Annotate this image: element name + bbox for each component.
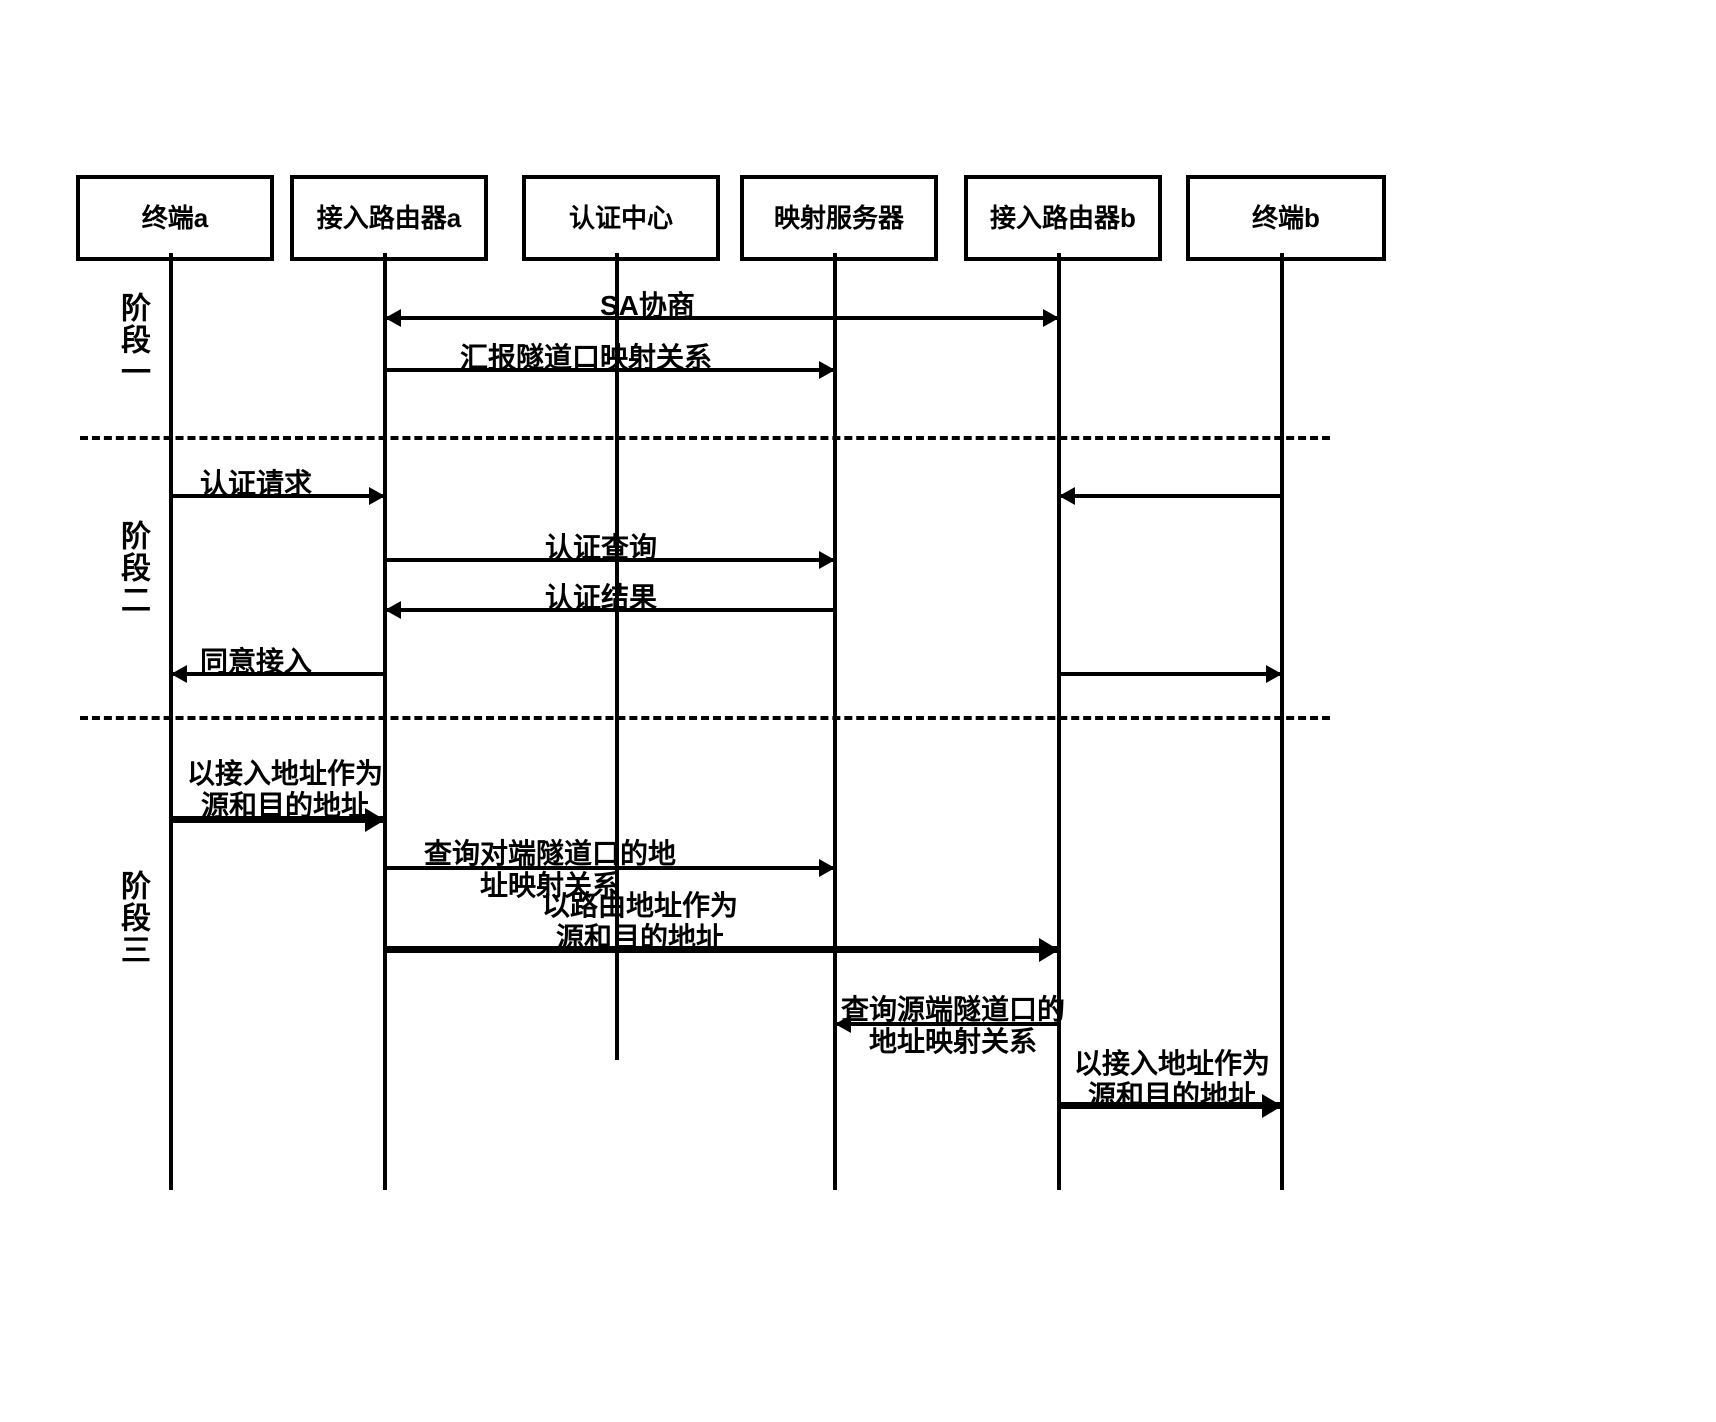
arrowhead-m4: [819, 551, 835, 569]
label-m9: 以路由地址作为源和目的地址: [530, 890, 750, 954]
lifeline-map-server: [833, 253, 837, 1190]
arrowhead-m2: [819, 361, 835, 379]
label-m7: 以接入地址作为源和目的地址: [180, 758, 390, 822]
label-m10: 查询源端隧道口的地址映射关系: [838, 994, 1068, 1058]
arrowhead-m1-r: [1043, 309, 1059, 327]
header-label: 接入路由器a: [317, 204, 461, 233]
header-label: 映射服务器: [774, 204, 904, 233]
arrowhead-m1-l: [385, 309, 401, 327]
header-label: 终端b: [1252, 204, 1320, 233]
arrowhead-m8: [819, 859, 835, 877]
arrowhead-m3: [369, 487, 385, 505]
label-m3: 认证请求: [200, 462, 312, 502]
label-m5: 认证结果: [545, 576, 657, 616]
header-terminal-b: 终端b: [1186, 175, 1386, 261]
arrow-m1: [385, 316, 1059, 320]
header-router-a: 接入路由器a: [290, 175, 488, 261]
phase2-label: 阶段二: [110, 520, 154, 616]
phase-separator-2: [80, 716, 1330, 720]
label-m1: SA协商: [600, 284, 695, 324]
label-m2: 汇报隧道口映射关系: [460, 336, 712, 376]
label-m6: 同意接入: [200, 640, 312, 680]
phase-separator-1: [80, 436, 1330, 440]
arrowhead-m9: [1039, 938, 1059, 962]
lifeline-terminal-a: [169, 253, 173, 1190]
phase1-label: 阶段一: [110, 292, 154, 388]
label-m4: 认证查询: [545, 526, 657, 566]
arrowhead-m6: [171, 665, 187, 683]
label-m11: 以接入地址作为源和目的地址: [1062, 1048, 1282, 1112]
arrowhead-m5: [385, 601, 401, 619]
header-label: 接入路由器b: [990, 204, 1136, 233]
header-router-b: 接入路由器b: [964, 175, 1162, 261]
header-terminal-a: 终端a: [76, 175, 274, 261]
arrowhead-m3b: [1059, 487, 1075, 505]
lifeline-router-a: [383, 253, 387, 1190]
header-auth-center: 认证中心: [522, 175, 720, 261]
header-map-server: 映射服务器: [740, 175, 938, 261]
arrow-m6b: [1059, 672, 1282, 676]
phase3-label: 阶段三: [110, 870, 154, 966]
sequence-diagram: 终端a 接入路由器a 认证中心 映射服务器 接入路由器b 终端b 阶段一 阶段二…: [0, 0, 1716, 1422]
header-label: 认证中心: [569, 204, 673, 233]
arrow-m3b: [1059, 494, 1282, 498]
arrowhead-m6b: [1266, 665, 1282, 683]
header-label: 终端a: [142, 204, 208, 233]
